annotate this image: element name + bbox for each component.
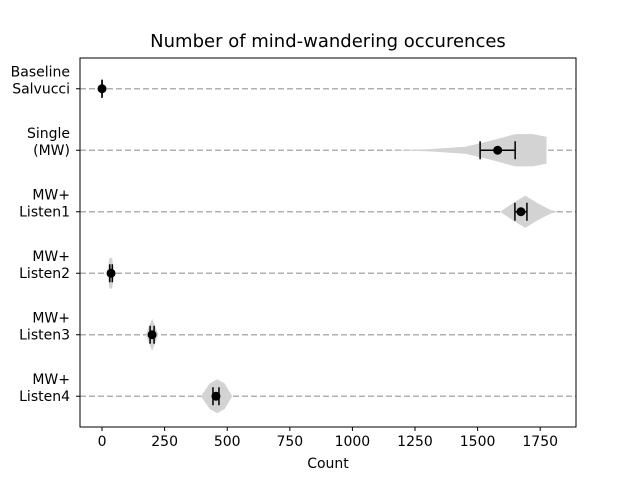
- y-tick-label: MW+: [32, 372, 70, 388]
- x-tick-label: 500: [214, 434, 241, 450]
- y-tick-label: MW+: [32, 249, 70, 265]
- plot-frame: [79, 57, 577, 428]
- x-tick-label: 0: [98, 434, 107, 450]
- mean-point: [106, 268, 116, 278]
- y-tick-label: (MW): [33, 143, 70, 159]
- x-tick-label: 1750: [522, 434, 558, 450]
- x-tick-label: 1500: [460, 434, 496, 450]
- violin: [387, 134, 547, 167]
- y-tick-label: MW+: [32, 310, 70, 326]
- y-tick-label: Salvucci: [12, 81, 70, 97]
- y-tick-label: Single: [27, 126, 70, 142]
- x-axis-label: Count: [307, 456, 349, 472]
- y-tick-label: Baseline: [11, 64, 70, 80]
- violin: [500, 195, 558, 228]
- mean-point: [493, 145, 503, 155]
- y-tick-label: MW+: [32, 187, 70, 203]
- x-tick-label: 1000: [335, 434, 371, 450]
- chart-title: Number of mind-wandering occurences: [150, 31, 506, 52]
- y-tick-label: Listen1: [19, 204, 70, 220]
- mean-point: [97, 84, 107, 94]
- x-tick-label: 250: [151, 434, 178, 450]
- mean-point: [516, 207, 526, 217]
- y-tick-label: Listen2: [19, 266, 70, 282]
- y-tick-label: Listen3: [19, 327, 70, 343]
- x-tick-label: 750: [276, 434, 303, 450]
- y-tick-label: Listen4: [19, 389, 70, 405]
- mean-point: [147, 330, 157, 340]
- mean-point: [211, 391, 221, 401]
- x-tick-label: 1250: [397, 434, 433, 450]
